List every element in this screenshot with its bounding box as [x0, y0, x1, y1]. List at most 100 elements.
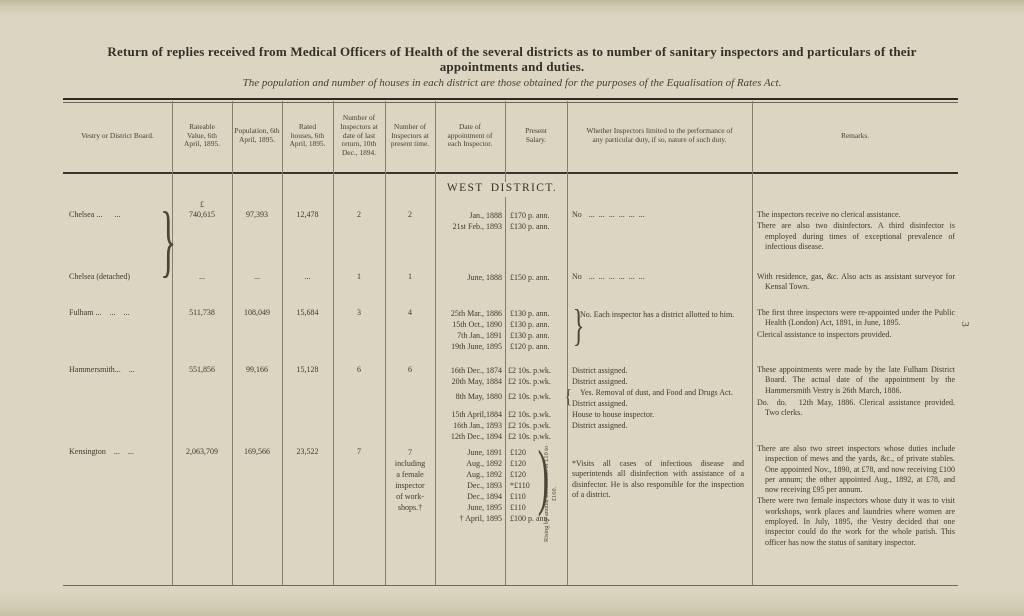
salary-value: £130 p. ann.	[510, 222, 550, 231]
column-divider	[333, 101, 334, 585]
row-chelsea-population: 97,393	[246, 210, 268, 219]
salary-value: £2 10s. p.wk.	[508, 377, 551, 386]
appointment-date: Jan., 1888	[469, 211, 502, 220]
row-hammersmith-limited: District assigned. District assigned. { …	[565, 365, 742, 431]
row-hammersmith-inspectors-now: 6	[408, 365, 412, 374]
column-header-inspectors-last: Number of Inspectors at date of last ret…	[340, 113, 378, 158]
row-hammersmith-dates: 16th Dec., 1874 20th May, 1884 8th May, …	[435, 365, 502, 442]
appointment-date: June, 1895	[467, 503, 502, 512]
appointment-date: † April, 1895	[459, 514, 502, 523]
page-title: Return of replies received from Medical …	[107, 44, 917, 74]
remark-paragraph: The first three inspectors were re-appoi…	[757, 308, 955, 328]
limited-duty-item: House to house inspector.	[572, 410, 655, 419]
row-fulham-name: Fulham ... ... ...	[69, 308, 130, 317]
row-hammersmith-salaries: £2 10s. p.wk. £2 10s. p.wk. £2 10s. p.wk…	[508, 365, 566, 442]
row-hammersmith-houses: 15,128	[296, 365, 319, 374]
row-fulham-dates: 25th Mar., 1886 15th Oct., 1890 7th Jan.…	[435, 308, 502, 352]
remark-paragraph: There are also two street inspectors who…	[757, 444, 955, 495]
column-divider	[172, 101, 173, 585]
row-chelsea-detached-salaries: £150 p. ann.	[510, 272, 566, 283]
page-number: 3	[958, 321, 971, 327]
column-header-inspectors-now: Number of Inspectors at present time.	[390, 121, 430, 149]
appointment-date: 19th June, 1895	[451, 342, 502, 351]
remark-paragraph: Do. do. 12th May, 1886. Clerical assista…	[757, 397, 955, 418]
row-kensington-salaries: £120 £120 £120 *£110 £110 £110 £100 p. a…	[510, 447, 566, 524]
row-fulham-salaries: £130 p. ann. £130 p. ann. £130 p. ann. £…	[510, 308, 566, 352]
table-top-rule-thin	[63, 102, 958, 103]
column-divider	[505, 101, 506, 585]
row-chelsea-houses: 12,478	[296, 210, 319, 219]
remark-paragraph: The inspectors receive no clerical assis…	[757, 210, 901, 219]
row-hammersmith-population: 99,166	[246, 365, 268, 374]
column-header-vestry: Vestry or District Board.	[81, 130, 154, 140]
column-divider	[567, 101, 568, 585]
row-kensington-remarks: There are also two street inspectors who…	[757, 444, 955, 549]
row-kensington-inspectors-last: 7	[357, 447, 361, 456]
row-hammersmith-remarks: These appointments were made by the late…	[757, 365, 955, 419]
salary-value: £170 p. ann.	[510, 211, 550, 220]
salary-value: £120 p. ann.	[510, 342, 550, 351]
column-header-date: Date of appointment of each Inspector.	[447, 121, 493, 149]
row-chelsea-detached-inspectors-last: 1	[357, 272, 361, 281]
inspectors-table: Vestry or District Board. Rateable Value…	[63, 98, 958, 588]
salary-value: £2 10s. p.wk.	[508, 432, 551, 441]
salary-value: £130 p. ann.	[510, 320, 550, 329]
salary-value: £2 10s. p.wk.	[508, 366, 551, 375]
row-chelsea-detached-inspectors-now: 1	[408, 272, 412, 281]
salary-value: £150 p. ann.	[510, 273, 550, 282]
salary-value: £2 10s. p.wk.	[508, 421, 551, 430]
salary-value: *£110	[510, 481, 530, 490]
appointment-date: June, 1891	[467, 448, 502, 457]
appointment-date: 12th Dec., 1894	[450, 432, 502, 441]
row-chelsea-inspectors-last: 2	[357, 210, 361, 219]
column-header-limited: Whether Inspectors limited to the perfor…	[586, 126, 733, 144]
appointment-date: June, 1888	[467, 273, 502, 282]
row-hammersmith-name: Hammersmith... ...	[69, 365, 135, 374]
page-subtitle: The population and number of houses in e…	[242, 77, 782, 89]
salary-value: £120	[510, 470, 526, 479]
chelsea-rows-brace: }	[160, 197, 177, 285]
table-bottom-rule	[63, 585, 958, 586]
appointment-date: 21st Feb., 1893	[452, 222, 502, 231]
kensington-salary-brace: )	[537, 436, 549, 518]
limited-duty-item: District assigned.	[572, 399, 628, 408]
row-fulham-rateable: 511,738	[189, 308, 215, 317]
row-fulham-inspectors-now: 4	[408, 308, 412, 317]
limited-duty-item: { Yes. Removal of dust, and Food and Dru…	[565, 386, 733, 408]
row-fulham-population: 108,049	[244, 308, 270, 317]
row-kensington-limited: *Visits all cases of infectious disease …	[572, 459, 744, 499]
row-chelsea-detached-rateable: ...	[199, 272, 205, 281]
salary-value: £2 10s. p.wk.	[508, 410, 551, 419]
row-chelsea-detached-remarks: With residence, gas, &c. Also acts as as…	[757, 272, 955, 294]
row-kensington-rateable: 2,063,709	[186, 447, 218, 456]
column-divider	[232, 101, 233, 585]
row-chelsea-detached-limited: No ... ... ... ... ... ...	[572, 272, 645, 281]
column-divider	[282, 101, 283, 585]
column-header-remarks: Remarks.	[840, 130, 870, 140]
salary-value: £120	[510, 459, 526, 468]
row-chelsea-remarks: The inspectors receive no clerical assis…	[757, 210, 955, 253]
column-header-houses: Rated houses, 6th April, 1895.	[289, 121, 326, 149]
row-fulham-inspectors-last: 3	[357, 308, 361, 317]
row-fulham-remarks: The first three inspectors were re-appoi…	[757, 308, 955, 341]
column-header-population: Population, 6th April, 1895.	[234, 126, 280, 144]
section-heading-west-district: WEST DISTRICT.	[439, 182, 565, 197]
remark-paragraph: With residence, gas, &c. Also acts as as…	[757, 272, 955, 292]
salary-value: £2 10s. p.wk.	[508, 392, 551, 401]
table-top-rule	[63, 98, 958, 100]
header-separator-rule	[63, 172, 958, 174]
column-divider	[752, 101, 753, 585]
limited-duty-item: District assigned.	[572, 421, 628, 430]
row-kensington-houses: 23,522	[296, 447, 319, 456]
appointment-date: Aug., 1892	[466, 459, 502, 468]
row-kensington-name: Kensington ... ...	[69, 447, 134, 456]
limited-duty-item: District assigned.	[572, 366, 628, 375]
row-kensington-inspectors-now: 7 including a female inspector of work- …	[394, 448, 426, 512]
row-hammersmith-rateable: 551,856	[189, 365, 215, 374]
salary-value: £130 p. ann.	[510, 331, 550, 340]
column-header-salary: Present Salary.	[525, 126, 547, 144]
row-chelsea-rateable: £ 740,615	[172, 200, 232, 220]
remark-paragraph: There were two female inspectors whose d…	[757, 496, 955, 547]
appointment-date: Dec., 1894	[467, 492, 502, 501]
